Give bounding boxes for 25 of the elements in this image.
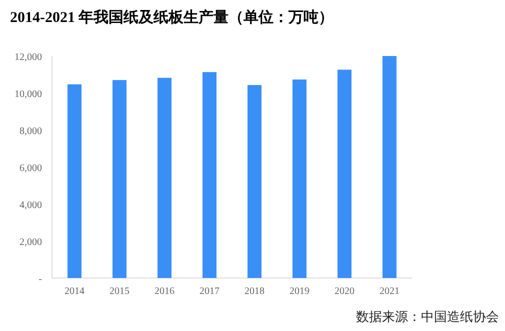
x-tick-label: 2016	[154, 286, 174, 297]
y-tick-label: 8,000	[20, 126, 42, 137]
x-tick-label: 2017	[200, 286, 220, 297]
y-tick-label: 2,000	[20, 237, 42, 248]
x-tick-label: 2021	[380, 286, 400, 297]
y-tick-label: 12,000	[14, 52, 42, 63]
chart-title: 2014-2021 年我国纸及纸板生产量（单位：万吨）	[10, 9, 334, 26]
x-tick-label: 2015	[110, 286, 130, 297]
bar	[158, 78, 172, 278]
bar	[292, 79, 306, 278]
y-tick-label: -	[38, 274, 42, 285]
bar	[68, 84, 82, 278]
x-tick-label: 2014	[64, 286, 84, 297]
bar	[202, 72, 216, 278]
x-tick-label: 2019	[290, 286, 310, 297]
bar	[338, 70, 352, 278]
x-tick-label: 2020	[334, 286, 354, 297]
x-tick-label: 2018	[244, 286, 264, 297]
y-tick-label: 6,000	[20, 163, 42, 174]
source-note: 数据来源：中国造纸协会	[356, 309, 499, 324]
bar	[248, 85, 262, 278]
bar	[382, 56, 396, 278]
y-tick-label: 4,000	[20, 200, 42, 211]
bar	[112, 80, 126, 278]
y-tick-label: 10,000	[14, 89, 42, 100]
